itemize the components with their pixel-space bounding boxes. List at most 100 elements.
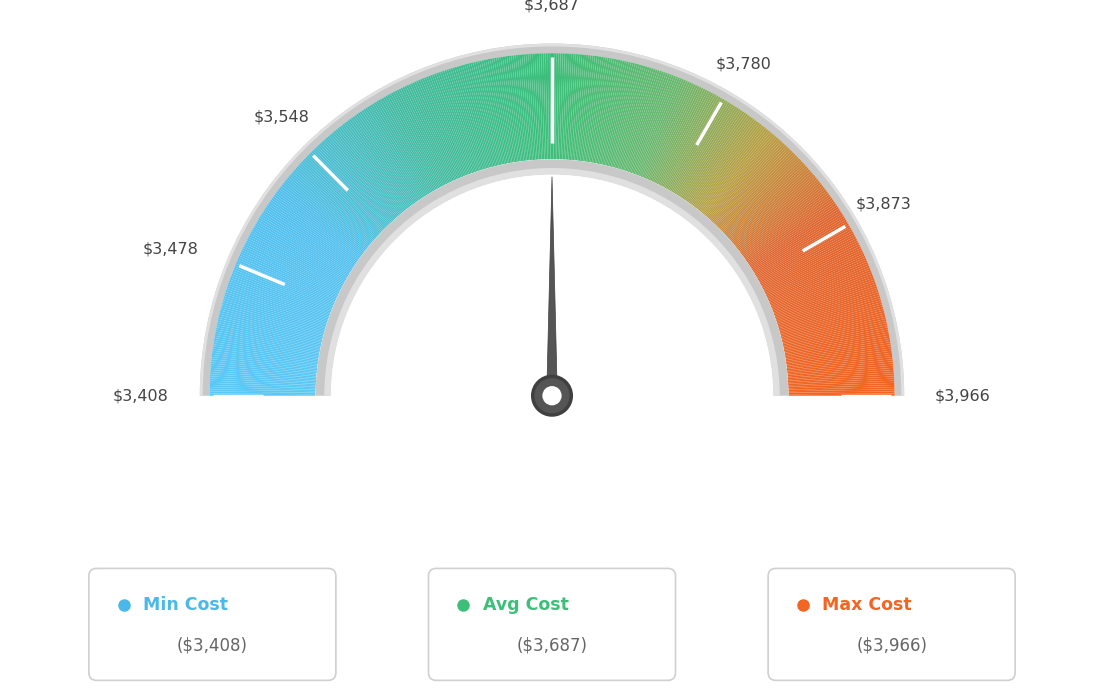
Wedge shape	[264, 208, 354, 268]
Wedge shape	[592, 58, 612, 163]
Wedge shape	[788, 372, 894, 381]
Wedge shape	[211, 366, 317, 377]
Wedge shape	[312, 149, 388, 226]
Wedge shape	[222, 302, 325, 333]
Wedge shape	[210, 381, 316, 387]
Wedge shape	[605, 62, 630, 166]
Wedge shape	[283, 182, 367, 250]
Wedge shape	[788, 391, 894, 394]
Wedge shape	[710, 140, 782, 220]
Wedge shape	[217, 321, 321, 346]
Wedge shape	[389, 94, 440, 188]
Circle shape	[533, 377, 571, 415]
Text: ($3,408): ($3,408)	[177, 637, 248, 655]
Wedge shape	[288, 176, 371, 245]
Wedge shape	[680, 108, 740, 198]
Wedge shape	[224, 296, 326, 328]
Wedge shape	[615, 66, 646, 168]
Wedge shape	[304, 158, 382, 233]
Wedge shape	[367, 106, 425, 197]
Wedge shape	[753, 216, 845, 273]
Wedge shape	[257, 219, 349, 275]
Wedge shape	[788, 393, 894, 395]
Wedge shape	[323, 139, 395, 219]
Wedge shape	[746, 199, 835, 262]
Wedge shape	[779, 302, 882, 333]
Wedge shape	[541, 53, 546, 159]
Wedge shape	[773, 274, 873, 313]
Wedge shape	[247, 237, 342, 287]
Wedge shape	[608, 63, 635, 166]
Wedge shape	[788, 385, 894, 390]
Wedge shape	[272, 198, 359, 260]
Wedge shape	[736, 181, 820, 248]
Wedge shape	[349, 119, 413, 206]
Wedge shape	[628, 71, 664, 172]
Wedge shape	[597, 59, 620, 164]
Wedge shape	[694, 122, 761, 208]
Wedge shape	[225, 290, 327, 324]
Wedge shape	[285, 179, 369, 247]
Wedge shape	[298, 164, 378, 237]
Wedge shape	[333, 130, 403, 214]
Wedge shape	[771, 266, 870, 307]
Wedge shape	[670, 99, 724, 192]
Wedge shape	[245, 242, 341, 291]
Wedge shape	[210, 379, 316, 385]
Polygon shape	[546, 177, 558, 395]
Wedge shape	[775, 282, 875, 319]
Wedge shape	[781, 310, 884, 338]
Wedge shape	[766, 250, 863, 297]
Text: $3,548: $3,548	[254, 109, 310, 124]
Wedge shape	[552, 53, 554, 159]
Wedge shape	[751, 210, 841, 269]
Wedge shape	[388, 95, 439, 188]
Wedge shape	[511, 55, 526, 161]
Wedge shape	[251, 230, 344, 283]
Wedge shape	[215, 334, 319, 355]
Wedge shape	[681, 109, 741, 199]
Wedge shape	[740, 188, 826, 253]
Wedge shape	[216, 323, 321, 347]
Wedge shape	[310, 152, 386, 228]
Wedge shape	[757, 225, 850, 279]
Wedge shape	[596, 59, 618, 164]
Wedge shape	[555, 53, 559, 159]
Wedge shape	[442, 70, 478, 172]
Wedge shape	[315, 148, 389, 226]
Wedge shape	[639, 77, 680, 177]
Wedge shape	[662, 92, 713, 187]
Wedge shape	[682, 110, 743, 199]
Wedge shape	[788, 374, 894, 382]
Wedge shape	[213, 342, 319, 360]
Wedge shape	[513, 55, 527, 161]
Wedge shape	[406, 85, 453, 182]
Wedge shape	[355, 114, 418, 202]
Wedge shape	[210, 374, 316, 382]
Wedge shape	[693, 121, 758, 207]
Wedge shape	[734, 177, 817, 246]
Wedge shape	[458, 66, 489, 168]
Wedge shape	[214, 338, 319, 357]
Wedge shape	[699, 128, 767, 212]
Wedge shape	[474, 62, 499, 166]
Wedge shape	[614, 65, 644, 168]
Wedge shape	[467, 63, 495, 167]
Wedge shape	[741, 189, 827, 255]
Wedge shape	[527, 54, 535, 160]
FancyBboxPatch shape	[88, 569, 336, 680]
Wedge shape	[420, 79, 463, 177]
Wedge shape	[772, 270, 871, 310]
Wedge shape	[604, 61, 629, 166]
Wedge shape	[578, 55, 593, 161]
Text: $3,780: $3,780	[715, 57, 772, 72]
Wedge shape	[295, 168, 375, 239]
Wedge shape	[788, 387, 894, 391]
Wedge shape	[360, 111, 421, 200]
Wedge shape	[402, 87, 450, 183]
Wedge shape	[649, 83, 694, 181]
Wedge shape	[220, 313, 322, 339]
Wedge shape	[777, 290, 879, 324]
Wedge shape	[609, 63, 637, 167]
Wedge shape	[399, 88, 447, 184]
